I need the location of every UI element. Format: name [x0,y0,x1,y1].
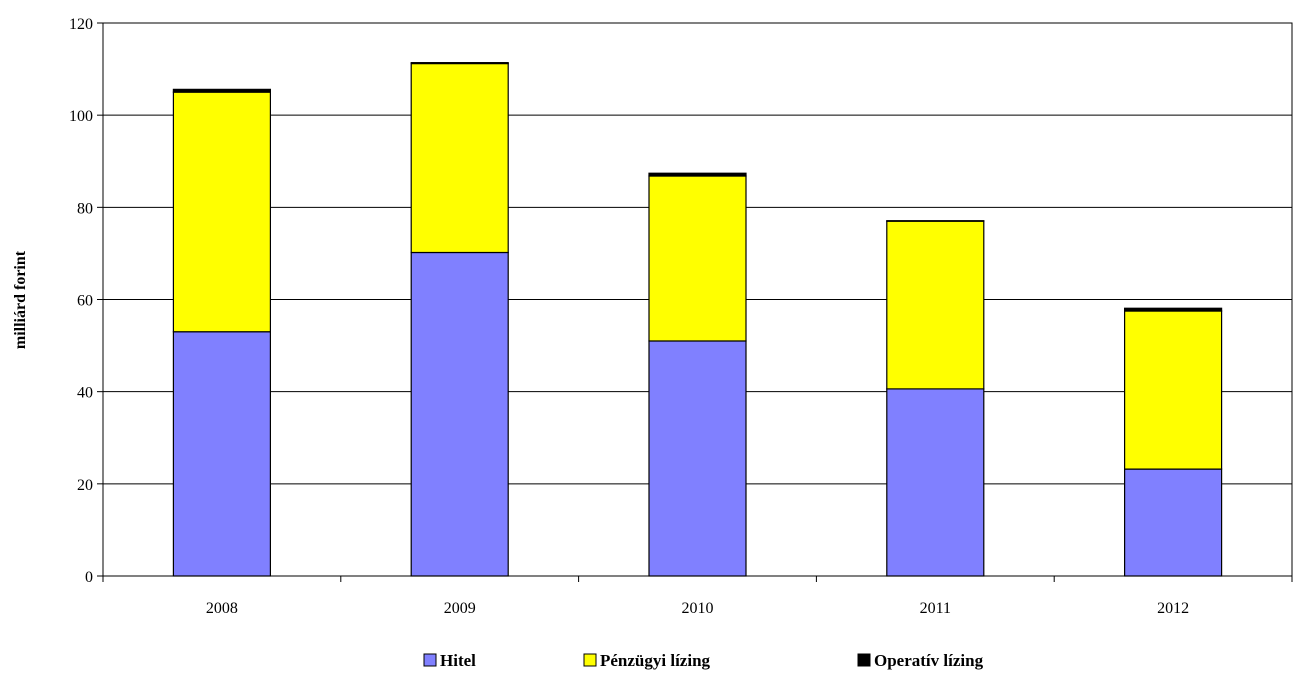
y-tick-label: 80 [77,200,93,217]
bars [172,62,1223,577]
legend-label: Operatív lízing [874,651,984,670]
legend-swatch [583,653,597,667]
y-tick-label: 120 [69,16,93,33]
y-tick-label: 20 [77,477,93,494]
y-tick-label: 60 [77,293,93,310]
legend-label: Hitel [440,651,476,670]
bar-2010-series-1 [648,175,747,342]
legend-label: Pénzügyi lízing [600,651,711,670]
x-tick-label: 2008 [206,600,238,617]
bar-2008-series-0 [172,331,271,577]
x-tick-label: 2011 [920,600,951,617]
bar-2009-series-2 [410,62,509,65]
bar-2010-series-2 [648,172,747,177]
bar-2009-series-1 [410,62,509,254]
x-tick-label: 2012 [1157,600,1189,617]
plot-area-border [102,22,1293,577]
y-tick-label: 100 [69,108,93,125]
x-tick-label: 2010 [682,600,714,617]
bar-2008-series-1 [172,91,271,333]
bar-2009-series-0 [410,251,509,577]
legend-swatch [423,653,437,667]
y-tick-label: 40 [77,385,93,402]
bar-2011-series-1 [886,220,985,390]
x-tick-labels: 2008 2009 2010 2011 2012 [206,600,1189,617]
legend-swatch [857,653,871,667]
bar-2011-series-2 [886,220,985,222]
y-axis-title: milliárd forint [12,250,29,349]
y-tick-labels: 0 20 40 60 80 100 120 [69,16,93,586]
x-tick-label: 2009 [444,600,476,617]
bar-2012-series-0 [1123,468,1223,577]
bar-2010-series-0 [648,340,747,577]
bar-2012-series-1 [1123,310,1223,470]
bar-2008-series-2 [172,88,271,93]
axes [97,22,1293,582]
y-tick-label: 0 [85,569,93,586]
bar-2011-series-0 [886,388,985,577]
bar-2012-series-2 [1123,307,1223,312]
legend: Hitel Pénzügyi lízing Operatív lízing [423,651,984,670]
